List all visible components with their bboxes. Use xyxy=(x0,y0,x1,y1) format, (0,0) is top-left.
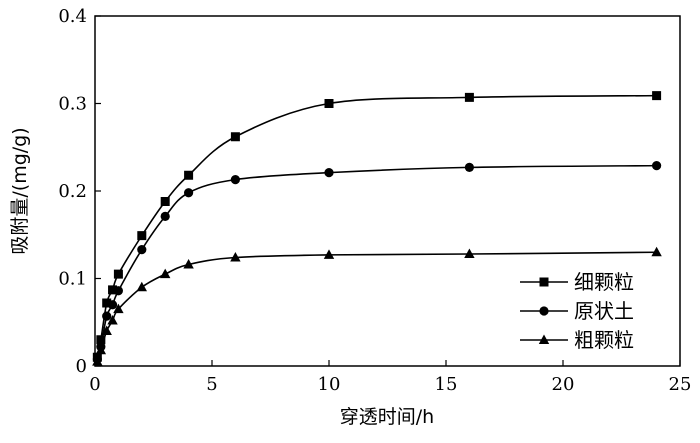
data-point xyxy=(136,281,147,292)
y-axis-title: 吸附量/(mg/g) xyxy=(9,127,31,254)
data-point xyxy=(160,268,171,279)
x-tick-label: 25 xyxy=(669,374,692,395)
data-point xyxy=(108,285,118,295)
data-point xyxy=(324,99,334,108)
data-point xyxy=(107,300,118,310)
x-tick-label: 0 xyxy=(89,374,100,395)
data-point xyxy=(230,132,240,142)
legend-label: 细颗粒 xyxy=(574,270,634,294)
data-point xyxy=(113,269,123,279)
data-point xyxy=(160,197,170,206)
y-tick-label: 0.4 xyxy=(58,6,87,27)
series-square xyxy=(92,91,662,362)
series-layer xyxy=(92,91,662,366)
series-circle xyxy=(92,161,662,364)
data-point xyxy=(324,168,334,178)
series-triangle xyxy=(92,246,662,366)
data-point xyxy=(113,303,124,314)
y-tick-label: 0.3 xyxy=(58,94,87,115)
series-line xyxy=(96,94,657,358)
series-line xyxy=(96,164,657,360)
data-point xyxy=(464,92,474,102)
legend-label: 粗颗粒 xyxy=(574,328,634,352)
data-point xyxy=(184,188,194,198)
x-tick-label: 10 xyxy=(318,374,341,395)
x-tick-label: 20 xyxy=(552,374,575,395)
legend-item: 细颗粒 xyxy=(520,270,634,294)
data-point xyxy=(102,298,112,308)
data-point xyxy=(183,259,194,269)
data-point xyxy=(230,252,241,262)
data-point xyxy=(96,335,106,345)
data-point xyxy=(651,246,662,257)
ticks-layer: 0 5 10 15 20 25 0 0.1 0.2 0.3 0.4 xyxy=(58,6,691,395)
data-point xyxy=(137,231,147,241)
data-point xyxy=(230,175,240,185)
data-point xyxy=(92,356,103,366)
data-point xyxy=(652,91,662,101)
legend-item: 粗颗粒 xyxy=(520,328,634,352)
legend-label: 原状土 xyxy=(574,299,634,323)
data-point xyxy=(101,325,112,335)
y-tick-label: 0.1 xyxy=(58,269,87,290)
legend-item: 原状土 xyxy=(520,299,634,323)
legend-marker xyxy=(539,277,549,287)
data-point xyxy=(137,245,147,255)
data-point xyxy=(323,249,335,259)
legend-marker xyxy=(538,334,550,344)
y-tick-label: 0.2 xyxy=(58,181,87,202)
y-tick-label: 0 xyxy=(76,356,87,377)
data-point xyxy=(107,315,118,325)
series-line xyxy=(96,251,657,362)
x-axis-title: 穿透时间/h xyxy=(340,406,434,428)
data-point xyxy=(160,211,170,221)
legend-marker xyxy=(539,306,549,316)
data-point xyxy=(464,248,475,258)
x-tick-label: 5 xyxy=(206,374,217,395)
data-point xyxy=(102,311,112,321)
data-point xyxy=(652,161,662,171)
x-tick-label: 15 xyxy=(435,374,458,395)
data-point xyxy=(113,286,123,296)
data-point xyxy=(184,170,194,180)
data-point xyxy=(95,344,107,355)
data-point xyxy=(464,162,474,172)
